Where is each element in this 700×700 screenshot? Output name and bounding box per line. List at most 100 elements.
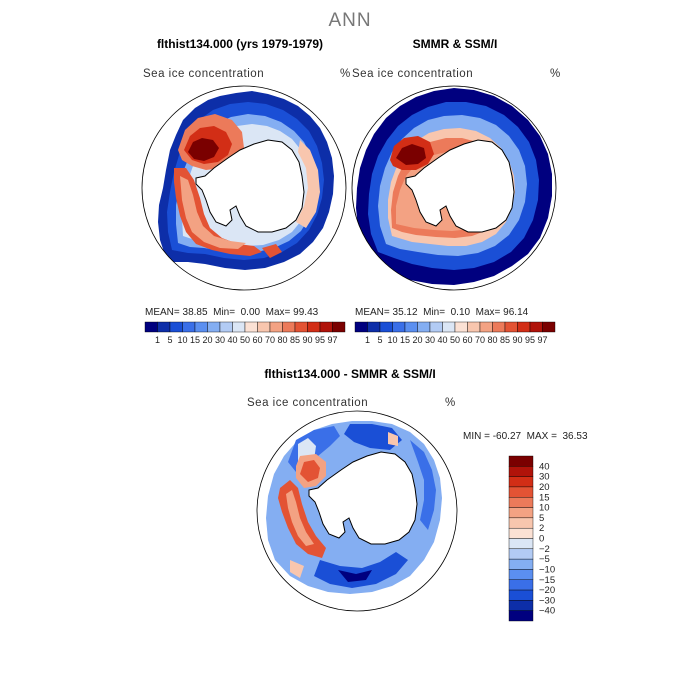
map-difference [256,410,458,612]
colorbar-model-swatch [244,321,258,333]
colorbar-model-swatch [232,321,246,333]
colorbar-model-swatch [269,321,283,333]
colorbar-observed-tick-label: 70 [475,335,485,345]
colorbar-model-swatch [219,321,233,333]
colorbar-model-tick-label: 97 [327,335,337,345]
colorbar-observed-tick-label: 30 [425,335,435,345]
panel-1-variable-label: Sea ice concentration [143,68,265,80]
panel-1-title: flthist134.000 (yrs 1979-1979) [156,37,324,51]
colorbar-observed-tick-label: 97 [537,335,547,345]
colorbar-observed-tick-label: 90 [512,335,522,345]
colorbar-difference-swatch [508,558,534,570]
colorbar-difference-swatch [508,507,534,519]
colorbar-difference-swatch [508,610,534,622]
panel-3-minmax: MIN = -60.27 MAX = 36.53 [463,431,588,442]
colorbar-model-swatch [157,321,171,333]
panel-1-min-value: 0.00 [240,307,261,318]
colorbar-model-swatch [332,321,346,333]
colorbar-difference-tick-label: 10 [539,503,550,514]
colorbar-model-swatch [207,321,221,333]
colorbar-difference-swatch [508,569,534,580]
colorbar-observed-swatch [442,321,456,333]
colorbar-observed-tick-label: 15 [400,335,410,345]
colorbar-model: 1 5 10 15 20 30 40 50 60 70 80 85 90 95 97 [144,321,346,345]
colorbar-model-swatch [282,321,296,333]
colorbar-model-tick-label: 10 [177,335,187,345]
panel-2-title: SMMR & SSM/I [412,37,498,51]
colorbar-observed-tick-label: 50 [450,335,460,345]
panel-2-mean-value: 35.12 [392,307,418,318]
colorbar-observed-tick-label: 1 [365,335,370,345]
panel-1-stats: MEAN= 38.85 Min= 0.00 Max= 99.43 [145,307,318,318]
panel-2-units: % [550,68,561,80]
colorbar-difference-tick-label: −20 [539,585,555,596]
colorbar-model-tick-label: 5 [167,335,172,345]
panel-2-variable-label: Sea ice concentration [352,68,474,80]
colorbar-difference-tick-label: 30 [539,472,550,483]
colorbar-observed: 1 5 10 15 20 30 40 50 60 70 80 85 90 95 97 [354,321,556,345]
colorbar-model-tick-label: 80 [277,335,287,345]
colorbar-model-tick-label: 50 [240,335,250,345]
colorbar-observed-swatch [404,321,418,333]
map-observed-concentration [351,85,557,291]
colorbar-model-tick-label: 40 [227,335,237,345]
colorbar-difference-tick-label: −40 [539,606,555,617]
colorbar-observed-swatch [354,321,368,333]
colorbar-observed-swatch [367,321,381,333]
colorbar-model-swatch [144,321,158,333]
colorbar-difference-swatch [508,476,534,488]
colorbar-difference-swatch [508,466,534,477]
antarctica-outline [308,451,418,545]
colorbar-model-tick-label: 15 [190,335,200,345]
panel-1-max-value: 99.43 [293,307,319,318]
colorbar-model-swatch [257,321,271,333]
colorbar-observed-swatch [392,321,406,333]
colorbar-observed-swatch [467,321,481,333]
map-boundary-circle [256,410,458,612]
colorbar-observed-tick-label: 10 [387,335,397,345]
colorbar-difference-tick-label: −30 [539,595,555,606]
colorbar-difference-tick-label: 40 [539,461,550,472]
panel-2-max-value: 96.14 [503,307,529,318]
colorbar-model-tick-label: 30 [215,335,225,345]
colorbar-observed-tick-label: 80 [487,335,497,345]
colorbar-difference-swatch [508,589,534,601]
colorbar-model-swatch [307,321,321,333]
colorbar-difference-tick-label: 20 [539,482,550,493]
colorbar-observed-tick-label: 5 [377,335,382,345]
panel-2-stats: MEAN= 35.12 Min= 0.10 Max= 96.14 [355,307,528,318]
panel-1-units: % [340,68,351,80]
map-model-concentration [141,85,347,291]
colorbar-model-tick-label: 85 [290,335,300,345]
colorbar-observed-swatch [454,321,468,333]
colorbar-observed-swatch [417,321,431,333]
colorbar-observed-swatch [379,321,393,333]
colorbar-model-tick-label: 60 [252,335,262,345]
panel-1-mean-value: 38.85 [182,307,208,318]
colorbar-observed-swatch [429,321,443,333]
panel-1-mean-label: MEAN= [145,307,180,318]
colorbar-difference-tick-label: −10 [539,564,555,575]
main-title: ANN [328,10,372,31]
colorbar-model-tick-label: 20 [202,335,212,345]
panel-1-max-label: Max= [265,307,291,318]
antarctica-outline [195,139,305,233]
colorbar-difference-tick-label: 5 [539,513,544,524]
map-boundary-circle [351,85,557,291]
colorbar-difference-swatch [508,548,534,560]
colorbar-difference-swatch [508,538,534,550]
panel-1-min-label: Min= [213,307,236,318]
colorbar-model-tick-label: 90 [302,335,312,345]
colorbar-observed-swatch [479,321,493,333]
panel-2-max-label: Max= [475,307,501,318]
colorbar-difference-tick-label: −2 [539,544,550,555]
panel-3-units: % [445,397,456,409]
colorbar-difference-swatch [508,517,534,529]
colorbar-difference-tick-label: −15 [539,575,555,586]
map-boundary-circle [141,85,347,291]
colorbar-difference-tick-label: 15 [539,492,550,503]
colorbar-difference-tick-label: 0 [539,534,544,545]
colorbar-model-tick-label: 70 [265,335,275,345]
colorbar-difference-swatch [508,527,534,539]
